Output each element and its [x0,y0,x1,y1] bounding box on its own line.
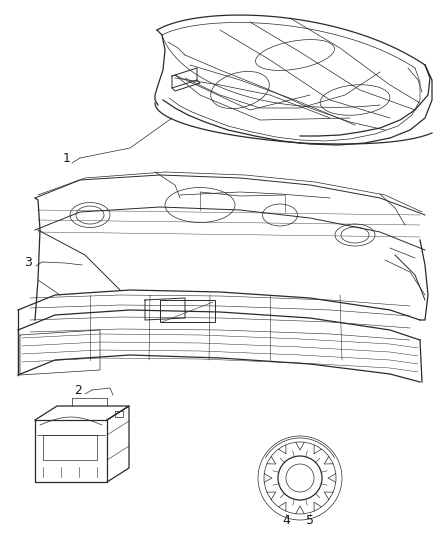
Bar [43,435,97,460]
Bar [160,300,215,322]
Text: 3: 3 [24,255,32,269]
Text: 5: 5 [306,514,314,528]
Text: 4: 4 [282,514,290,528]
Text: 1: 1 [63,151,71,165]
Text: 2: 2 [74,384,82,397]
